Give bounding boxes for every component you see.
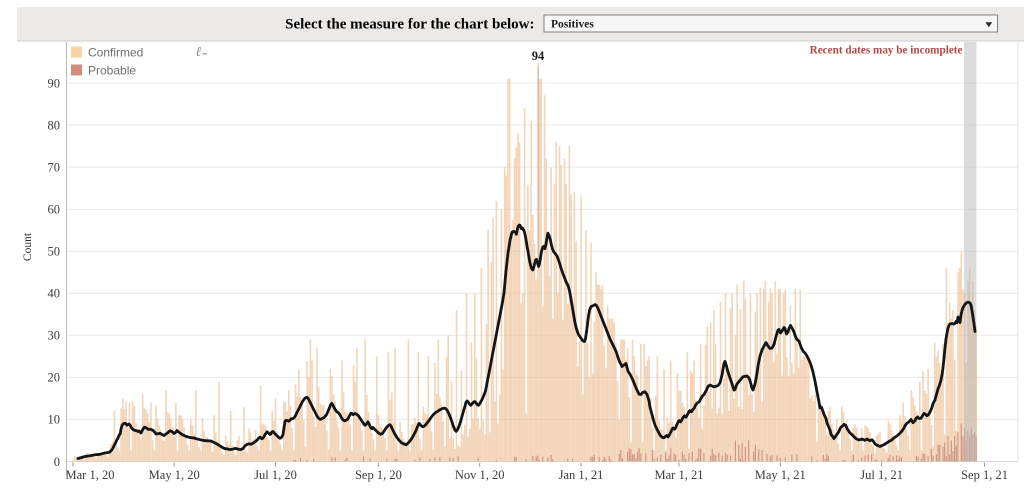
svg-text:10: 10 [48, 413, 61, 427]
svg-text:ℓ: ℓ [196, 44, 202, 59]
svg-text:Jul 1, 21: Jul 1, 21 [860, 468, 903, 482]
svg-text:Mar 1, 21: Mar 1, 21 [655, 468, 704, 482]
svg-text:Count: Count [22, 232, 34, 261]
svg-text:0: 0 [54, 455, 60, 469]
svg-text:Confirmed: Confirmed [88, 46, 143, 60]
svg-text:60: 60 [48, 203, 61, 217]
svg-text:May 1, 20: May 1, 20 [149, 468, 200, 482]
svg-text:Sep 1, 21: Sep 1, 21 [961, 468, 1008, 482]
svg-text:Recent dates may be incomplete: Recent dates may be incomplete [810, 45, 963, 57]
svg-text:70: 70 [48, 160, 61, 174]
svg-text:Jan 1, 21: Jan 1, 21 [559, 468, 604, 482]
svg-text:Mar 1, 20: Mar 1, 20 [66, 468, 115, 482]
svg-text:Jul 1, 20: Jul 1, 20 [254, 468, 297, 482]
svg-text:Positives: Positives [551, 19, 594, 31]
svg-text:30: 30 [48, 329, 61, 343]
svg-text:Nov 1, 20: Nov 1, 20 [455, 468, 505, 482]
svg-text:90: 90 [48, 76, 61, 90]
svg-text:Probable: Probable [88, 64, 136, 78]
svg-text:20: 20 [48, 371, 61, 385]
svg-text:50: 50 [48, 245, 61, 259]
svg-text:Select the measure for the cha: Select the measure for the chart below: [285, 17, 534, 33]
svg-text:80: 80 [48, 118, 61, 132]
svg-text:40: 40 [48, 287, 61, 301]
svg-text:94: 94 [532, 49, 545, 63]
svg-text:May 1, 21: May 1, 21 [755, 468, 806, 482]
svg-text:Sep 1, 20: Sep 1, 20 [355, 468, 402, 482]
